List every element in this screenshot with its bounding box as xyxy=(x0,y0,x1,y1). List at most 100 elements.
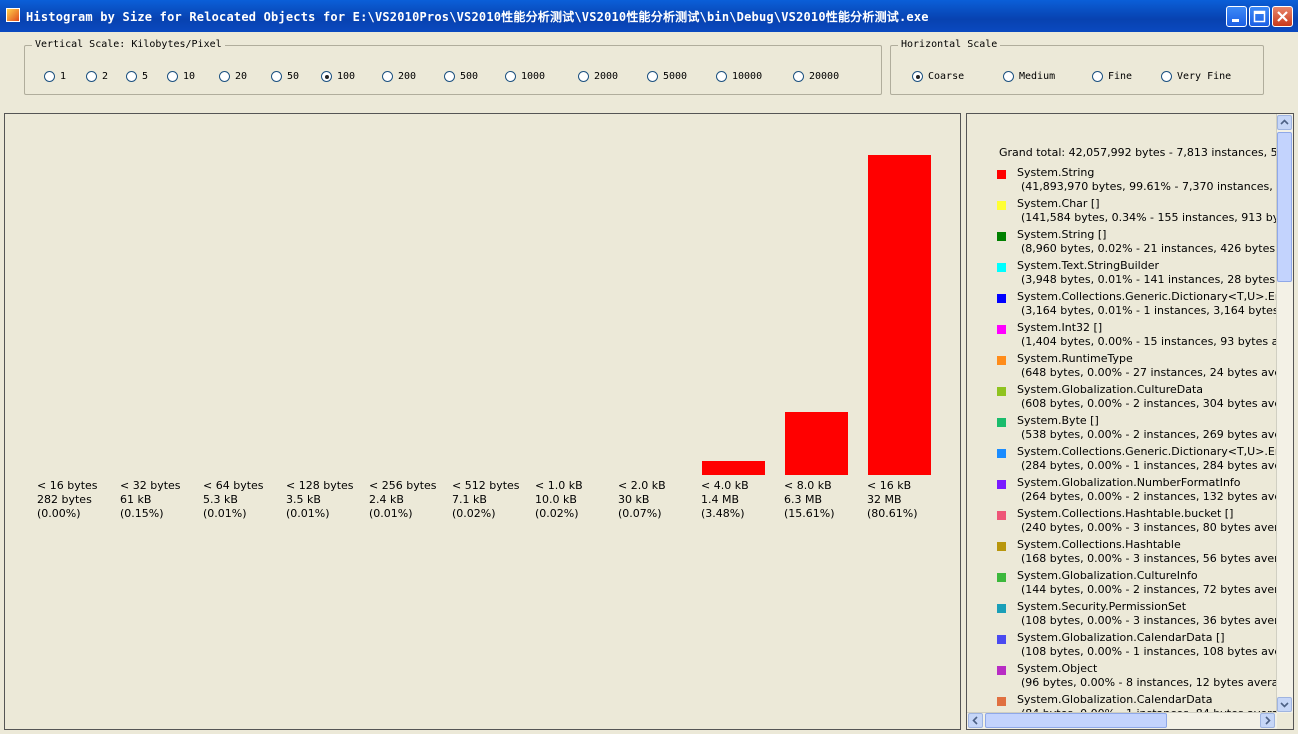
radio-button-icon[interactable] xyxy=(382,71,393,82)
legend-color-swatch xyxy=(997,232,1006,241)
legend-type-detail: (8,960 bytes, 0.02% - 21 instances, 426 … xyxy=(1021,242,1294,255)
radio-button-icon[interactable] xyxy=(271,71,282,82)
legend-type-name: System.Int32 [] xyxy=(1017,321,1103,334)
horizontal-scale-option-very-fine[interactable]: Very Fine xyxy=(1161,71,1231,82)
scroll-up-button[interactable] xyxy=(1277,115,1292,130)
bucket-percent: (80.61%) xyxy=(867,507,918,520)
arrow-up-icon xyxy=(1280,119,1289,125)
legend-item[interactable]: System.String (41,893,970 bytes, 99.61% -… xyxy=(997,166,1293,197)
radio-button-icon[interactable] xyxy=(647,71,658,82)
histogram-bar[interactable] xyxy=(702,461,765,475)
bucket-range: < 512 bytes xyxy=(452,479,520,492)
legend-item[interactable]: System.Globalization.CalendarData [] (108… xyxy=(997,631,1293,662)
vertical-scale-option-10[interactable]: 10 xyxy=(167,71,195,82)
vertical-scale-option-500[interactable]: 500 xyxy=(444,71,478,82)
radio-button-icon[interactable] xyxy=(793,71,804,82)
legend-type-detail: (108 bytes, 0.00% - 3 instances, 36 byte… xyxy=(1021,614,1294,627)
bucket-percent: (0.01%) xyxy=(203,507,247,520)
vertical-scale-option-1000[interactable]: 1000 xyxy=(505,71,545,82)
horizontal-scale-option-coarse[interactable]: Coarse xyxy=(912,71,964,82)
legend-pane[interactable]: Grand total: 42,057,992 bytes - 7,813 in… xyxy=(966,113,1294,730)
histogram-bar[interactable] xyxy=(868,155,931,475)
radio-label: 5 xyxy=(142,71,149,82)
radio-button-icon[interactable] xyxy=(1003,71,1014,82)
radio-button-icon[interactable] xyxy=(505,71,516,82)
legend-type-detail: (96 bytes, 0.00% - 8 instances, 12 bytes… xyxy=(1021,676,1294,689)
legend-item[interactable]: System.Byte [] (538 bytes, 0.00% - 2 inst… xyxy=(997,414,1293,445)
vertical-scale-option-5000[interactable]: 5000 xyxy=(647,71,687,82)
vertical-scale-option-5[interactable]: 5 xyxy=(126,71,148,82)
scroll-left-button[interactable] xyxy=(968,713,983,728)
minimize-button[interactable] xyxy=(1226,6,1247,27)
bucket-label: < 64 bytes 5.3 kB (0.01%) xyxy=(203,479,264,521)
legend-type-detail: (144 bytes, 0.00% - 2 instances, 72 byte… xyxy=(1021,583,1294,596)
legend-color-swatch xyxy=(997,666,1006,675)
bucket-range: < 32 bytes xyxy=(120,479,181,492)
legend-item[interactable]: System.Collections.Generic.Dictionary<T,… xyxy=(997,290,1293,321)
legend-item[interactable]: System.Char [] (141,584 bytes, 0.34% - 15… xyxy=(997,197,1293,228)
histogram-bar[interactable] xyxy=(785,412,848,475)
vertical-scale-option-20000[interactable]: 20000 xyxy=(793,71,839,82)
bucket-range: < 64 bytes xyxy=(203,479,264,492)
legend-color-swatch xyxy=(997,170,1006,179)
legend-color-swatch xyxy=(997,697,1006,706)
vertical-scale-option-2000[interactable]: 2000 xyxy=(578,71,618,82)
radio-button-icon[interactable] xyxy=(126,71,137,82)
vertical-scale-option-200[interactable]: 200 xyxy=(382,71,416,82)
vertical-scrollbar[interactable] xyxy=(1276,114,1293,714)
histogram-plot[interactable]: < 16 bytes 282 bytes (0.00%) < 32 bytes 61 k… xyxy=(4,113,961,730)
legend-item[interactable]: System.Security.PermissionSet (108 bytes,… xyxy=(997,600,1293,631)
radio-button-icon[interactable] xyxy=(912,71,923,82)
radio-label: 2000 xyxy=(594,71,619,82)
radio-button-icon[interactable] xyxy=(167,71,178,82)
bucket-label: < 4.0 kB 1.4 MB (3.48%) xyxy=(701,479,749,521)
horizontal-scale-option-fine[interactable]: Fine xyxy=(1092,71,1132,82)
vertical-scale-option-20[interactable]: 20 xyxy=(219,71,247,82)
radio-button-icon[interactable] xyxy=(219,71,230,82)
legend-type-name: System.Security.PermissionSet xyxy=(1017,600,1187,613)
legend-type-detail: (284 bytes, 0.00% - 1 instances, 284 byt… xyxy=(1021,459,1294,472)
horizontal-scale-option-medium[interactable]: Medium xyxy=(1003,71,1055,82)
horizontal-scroll-thumb[interactable] xyxy=(985,713,1167,728)
legend-item[interactable]: System.String [] (8,960 bytes, 0.02% - 21… xyxy=(997,228,1293,259)
radio-button-icon[interactable] xyxy=(44,71,55,82)
radio-button-icon[interactable] xyxy=(1092,71,1103,82)
legend-item[interactable]: System.Globalization.CultureInfo (144 byt… xyxy=(997,569,1293,600)
legend-item[interactable]: System.Globalization.NumberFormatInfo (26… xyxy=(997,476,1293,507)
legend-item[interactable]: System.Text.StringBuilder (3,948 bytes, 0… xyxy=(997,259,1293,290)
radio-button-icon[interactable] xyxy=(578,71,589,82)
legend-item[interactable]: System.Collections.Hashtable (168 bytes, … xyxy=(997,538,1293,569)
legend-item[interactable]: System.RuntimeType (648 bytes, 0.00% - 27… xyxy=(997,352,1293,383)
legend-item[interactable]: System.Collections.Hashtable.bucket [] (2… xyxy=(997,507,1293,538)
radio-label: 5000 xyxy=(663,71,688,82)
legend-item[interactable]: System.Object (96 bytes, 0.00% - 8 instan… xyxy=(997,662,1293,693)
bucket-size: 7.1 kB xyxy=(452,493,487,506)
radio-label: 200 xyxy=(398,71,417,82)
scroll-right-button[interactable] xyxy=(1260,713,1275,728)
legend-item[interactable]: System.Collections.Generic.Dictionary<T,… xyxy=(997,445,1293,476)
radio-button-icon[interactable] xyxy=(1161,71,1172,82)
vertical-scale-option-2[interactable]: 2 xyxy=(86,71,108,82)
radio-button-icon[interactable] xyxy=(321,71,332,82)
bucket-label: < 8.0 kB 6.3 MB (15.61%) xyxy=(784,479,835,521)
legend-item[interactable]: System.Int32 [] (1,404 bytes, 0.00% - 15 … xyxy=(997,321,1293,352)
bucket-label: < 16 bytes 282 bytes (0.00%) xyxy=(37,479,98,521)
radio-button-icon[interactable] xyxy=(716,71,727,82)
legend-item[interactable]: System.Globalization.CultureData (608 byt… xyxy=(997,383,1293,414)
radio-button-icon[interactable] xyxy=(444,71,455,82)
vertical-scale-option-1[interactable]: 1 xyxy=(44,71,66,82)
radio-button-icon[interactable] xyxy=(86,71,97,82)
app-icon[interactable] xyxy=(6,8,20,22)
close-button[interactable] xyxy=(1272,6,1293,27)
vertical-scale-option-50[interactable]: 50 xyxy=(271,71,299,82)
scroll-down-button[interactable] xyxy=(1277,697,1292,712)
legend-color-swatch xyxy=(997,387,1006,396)
size-grip[interactable] xyxy=(1277,713,1293,729)
maximize-button[interactable] xyxy=(1249,6,1270,27)
horizontal-scrollbar[interactable] xyxy=(967,712,1277,729)
title-bar[interactable]: Histogram by Size for Relocated Objects … xyxy=(0,0,1298,32)
vertical-scale-option-10000[interactable]: 10000 xyxy=(716,71,762,82)
vertical-scale-option-100[interactable]: 100 xyxy=(321,71,355,82)
legend-type-name: System.Text.StringBuilder xyxy=(1017,259,1159,272)
vertical-scroll-thumb[interactable] xyxy=(1277,132,1292,282)
